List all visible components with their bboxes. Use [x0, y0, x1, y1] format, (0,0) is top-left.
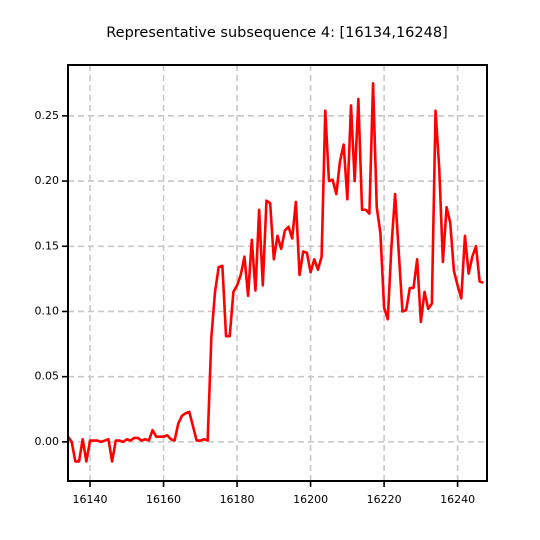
x-tick-label: 16240 — [440, 493, 475, 506]
plot-frame — [67, 64, 488, 482]
x-tick-label: 16180 — [220, 493, 255, 506]
y-tick-label: 0.00 — [35, 435, 60, 448]
y-tick-label: 0.10 — [35, 304, 60, 317]
x-tick-label: 16160 — [146, 493, 181, 506]
data-line — [66, 81, 484, 463]
x-tick-label: 16140 — [73, 493, 108, 506]
chart-title: Representative subsequence 4: [16134,162… — [106, 25, 448, 41]
x-tick-label: 16200 — [293, 493, 328, 506]
y-tick-label: 0.25 — [35, 109, 60, 122]
y-tick-label: 0.05 — [35, 370, 60, 383]
y-tick-label: 0.20 — [35, 174, 60, 187]
y-tick-label: 0.15 — [35, 239, 60, 252]
x-tick-label: 16220 — [367, 493, 402, 506]
